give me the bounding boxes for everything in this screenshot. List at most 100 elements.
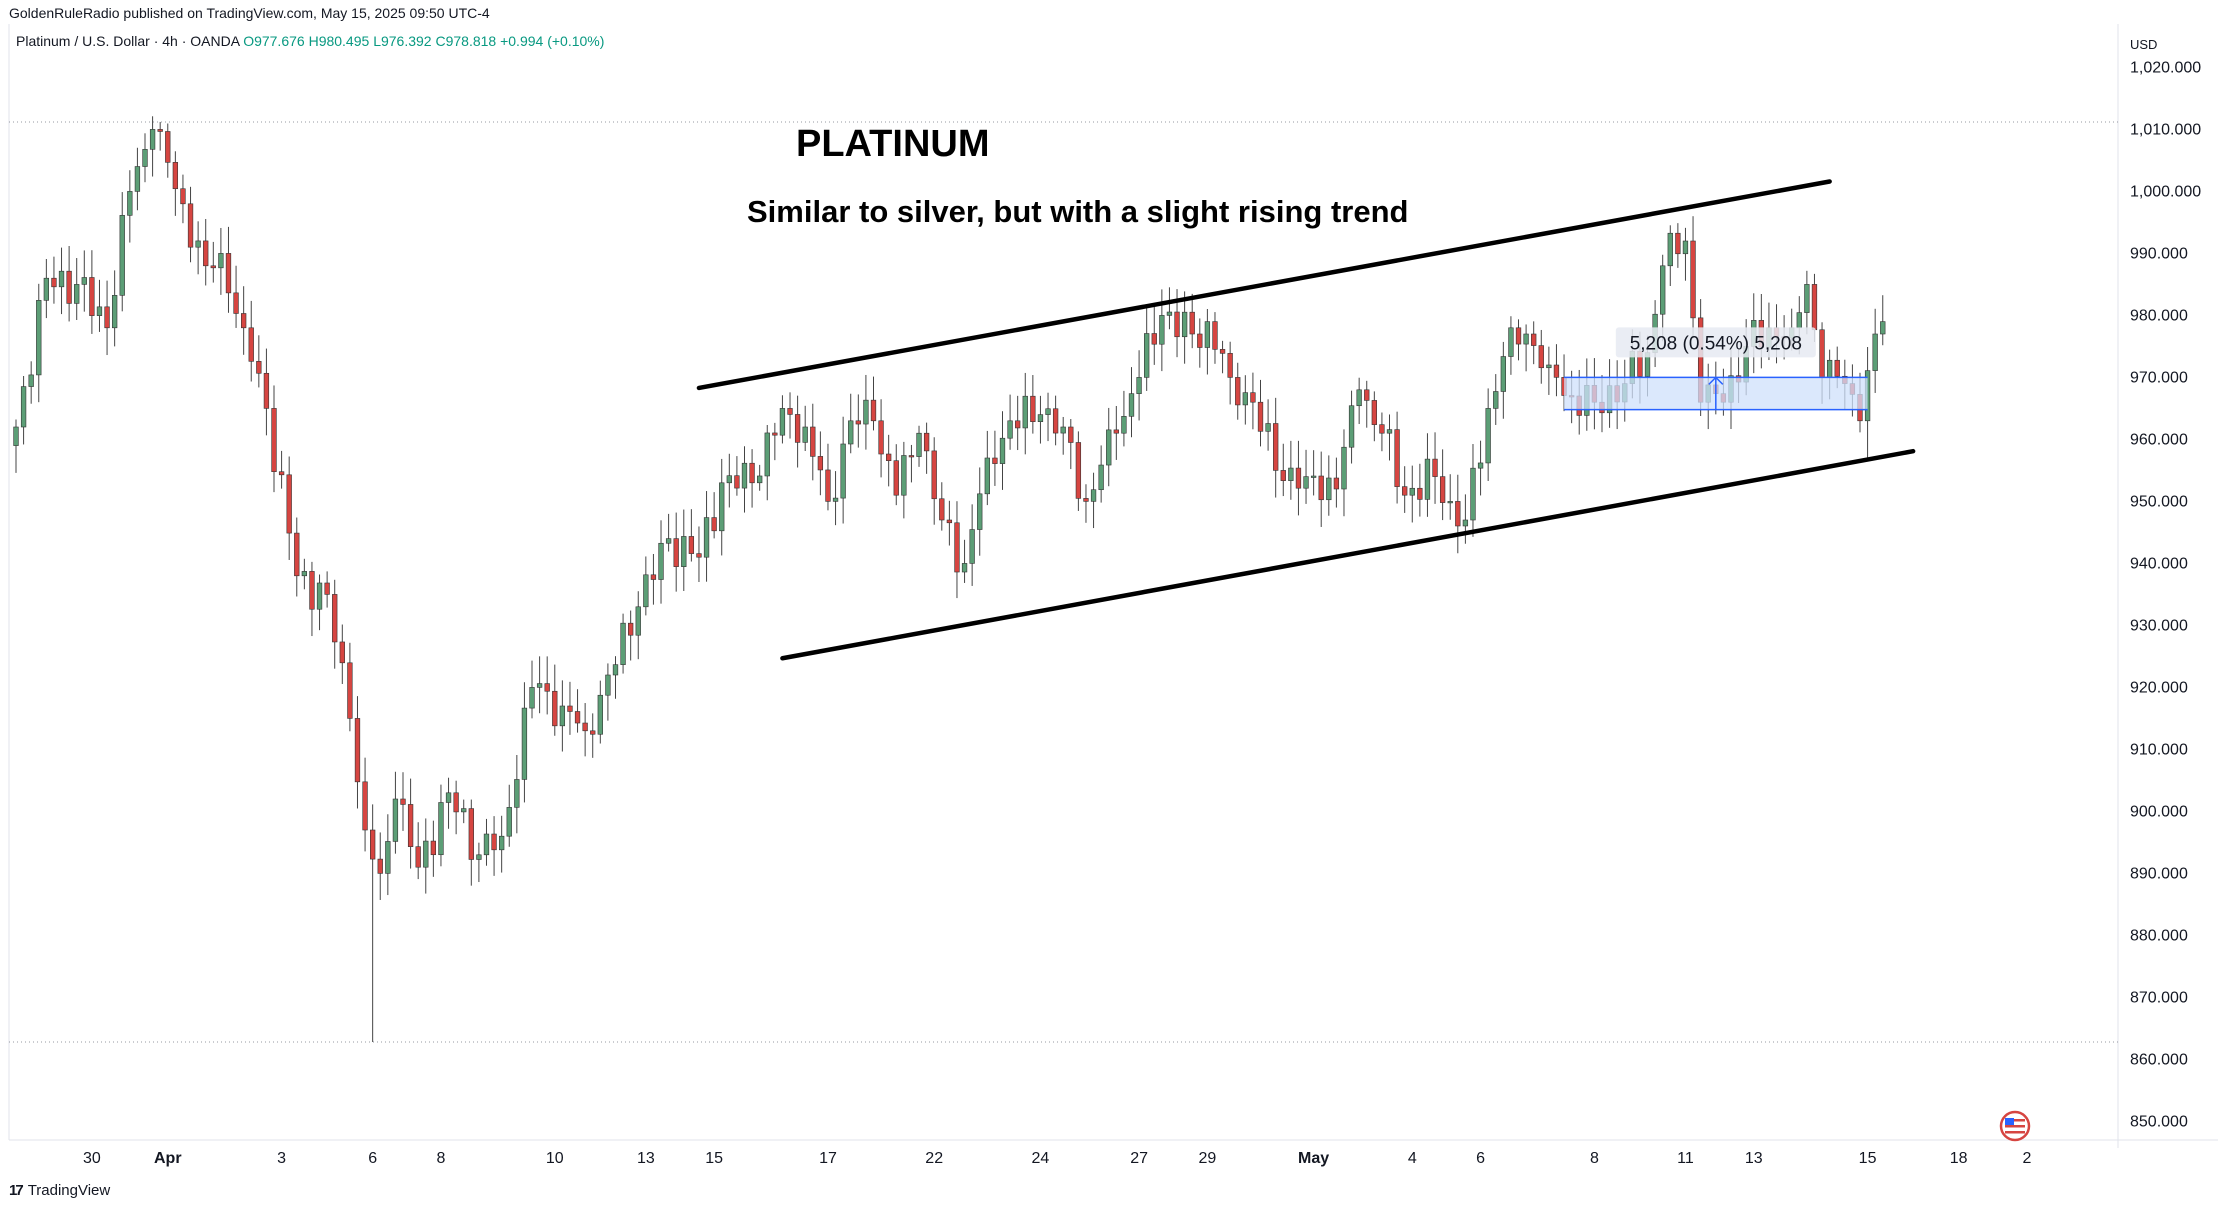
x-tick-label: 13	[637, 1150, 655, 1167]
candle-body-up	[916, 432, 922, 457]
candle	[263, 348, 270, 436]
x-tick-label: 2	[2022, 1150, 2031, 1167]
candle-body-up	[1204, 321, 1211, 348]
candle	[1219, 340, 1226, 374]
candle	[1455, 474, 1461, 554]
candle-body-up	[461, 808, 467, 813]
candle	[438, 784, 444, 867]
candle-body-down	[992, 457, 998, 464]
candle-body-up	[1128, 393, 1135, 417]
candle-body-down	[286, 474, 292, 534]
candle-body-down	[567, 705, 573, 712]
candle	[1075, 431, 1082, 511]
candle-body-down	[574, 711, 581, 724]
candle	[1015, 395, 1021, 451]
price-range-measure[interactable]: 5,208 (0.54%) 5,208	[1564, 327, 1868, 411]
candle-body-up	[1348, 405, 1355, 448]
y-tick-label: 950.000	[2130, 493, 2188, 510]
candle	[180, 174, 186, 224]
candle-body-down	[89, 277, 95, 316]
candle	[1295, 440, 1302, 516]
candle	[681, 509, 687, 591]
candle-body-down	[362, 781, 368, 831]
candle	[20, 375, 27, 445]
candle-body-up	[134, 166, 141, 192]
trend-line[interactable]	[780, 448, 1916, 661]
candle	[1880, 295, 1886, 346]
candle	[111, 270, 118, 347]
time-axis[interactable]: 30 Apr 3 6 8 10 13 15 17 22 24 27 29 May 4 6 8 11 13 15 18 2	[83, 1150, 2031, 1167]
candle-body-down	[1538, 345, 1544, 369]
candle-body-up	[643, 574, 649, 608]
candle-body-down	[407, 804, 414, 847]
candle	[1477, 440, 1484, 496]
candle	[1872, 308, 1878, 393]
candle	[931, 437, 937, 525]
candle-body-up	[1098, 464, 1104, 491]
candle	[301, 558, 308, 590]
candle	[825, 443, 831, 511]
candle	[1675, 223, 1681, 268]
candle-body-up	[741, 462, 748, 489]
candle	[1485, 388, 1491, 481]
candle-body-down	[1273, 423, 1279, 471]
y-tick-label: 980.000	[2130, 307, 2188, 324]
candle-body-up	[1462, 519, 1469, 527]
trend-line[interactable]	[696, 179, 1832, 391]
candle	[74, 258, 80, 321]
x-tick-label: 10	[546, 1150, 564, 1167]
candle-body-down	[1212, 321, 1218, 350]
candle-body-up	[1265, 423, 1271, 432]
candle-body-up	[681, 536, 687, 567]
candle	[612, 656, 619, 699]
candle	[916, 425, 922, 467]
candle-body-up	[529, 687, 535, 709]
candle-body-up	[1106, 429, 1112, 466]
price-axis[interactable]: USD 850.000 860.000 870.000 880.000 890.000 9…	[2130, 37, 2201, 1130]
candle	[1181, 291, 1188, 364]
candle-body-down	[1333, 477, 1340, 490]
chart-subtitle: Similar to silver, but with a slight ris…	[747, 194, 1408, 229]
candle	[726, 453, 732, 508]
candle-body-up	[1500, 356, 1506, 392]
candle-body-up	[499, 835, 505, 851]
candle	[688, 509, 695, 562]
range-arrow-head	[1708, 376, 1724, 385]
candle	[954, 501, 960, 599]
tradingview-logo[interactable]: 17 TradingView	[9, 1182, 110, 1199]
y-tick-label: 1,010.000	[2130, 121, 2201, 138]
candle	[1007, 394, 1013, 450]
candle	[385, 814, 391, 896]
candle	[1690, 216, 1696, 339]
candle-body-up	[984, 457, 990, 495]
candle-body-down	[241, 313, 247, 329]
candle-body-down	[749, 462, 755, 484]
candle	[521, 682, 528, 803]
candle-body-down	[1834, 359, 1840, 377]
candle	[764, 424, 770, 501]
candle-body-up	[1424, 458, 1431, 500]
candle-body-up	[703, 517, 710, 558]
us-flag-icon[interactable]	[1999, 1110, 2031, 1142]
candle	[430, 820, 437, 877]
candle-body-up	[20, 386, 27, 428]
candle	[1030, 375, 1036, 434]
candle-body-up	[127, 191, 133, 216]
candle-body-up	[559, 705, 566, 727]
candle	[1538, 329, 1544, 384]
candle-body-down	[923, 432, 930, 452]
candle-body-down	[187, 203, 194, 248]
candle-body-down	[628, 622, 634, 636]
candle	[1227, 341, 1233, 405]
candle	[1409, 465, 1415, 523]
candle	[552, 664, 558, 736]
candle-body-down	[294, 532, 300, 577]
candle	[1144, 306, 1150, 391]
candle	[347, 642, 353, 732]
trend-channel[interactable]	[696, 179, 1916, 661]
candle	[294, 517, 300, 597]
candle-body-up	[1022, 395, 1028, 429]
candle-body-up	[1485, 408, 1491, 464]
candle	[650, 553, 657, 605]
